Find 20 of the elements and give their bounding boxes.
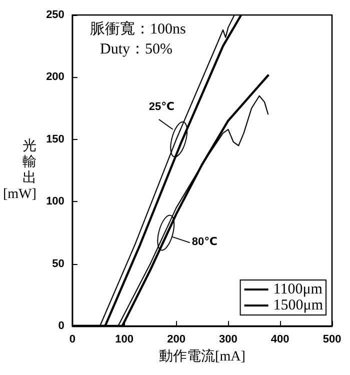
y-tick-label: 250 [46,9,64,21]
annotation: 80℃ [192,236,218,248]
x-tick-label: 200 [167,334,186,346]
y-tick-label: 50 [52,258,64,270]
x-tick-label: 0 [69,334,76,346]
y-axis-title: 光輸出[mW] [2,138,36,202]
x-axis-title: 動作電流[mA] [159,348,246,364]
annotation: 脈衝寬：100ns [90,20,186,38]
y-tick-label: 0 [58,320,64,332]
legend-label: 1500μm [273,298,324,314]
x-tick-label: 500 [322,334,342,346]
y-tick-label: 200 [46,71,64,84]
y-tick-label: 100 [46,196,64,208]
annotation: Duty：50% [100,42,172,58]
x-tick-label: 400 [270,334,290,346]
y-tick-label: 150 [46,133,64,146]
legend-label: 1100μm [273,282,323,298]
x-tick-label: 300 [218,334,238,346]
x-tick-label: 100 [115,334,134,346]
annotation: 25℃ [148,100,174,113]
